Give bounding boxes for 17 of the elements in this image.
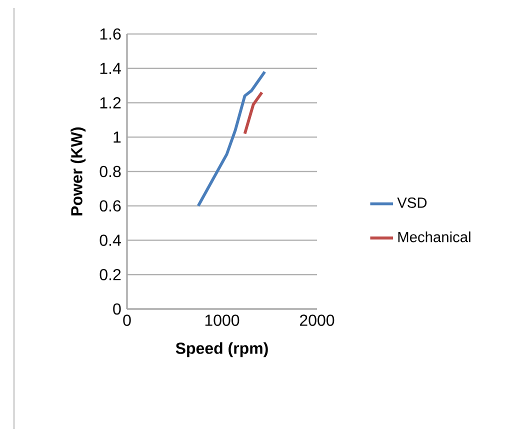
- x-tick-label: 1000: [205, 314, 240, 326]
- y-tick-label: 1.6: [100, 28, 121, 40]
- y-tick-label: 0.8: [100, 166, 121, 178]
- x-axis-title: Speed (rpm): [176, 342, 268, 358]
- y-tick-label: 1.2: [100, 97, 121, 109]
- y-tick-label: 0: [113, 304, 121, 315]
- legend-label: VSD: [397, 198, 427, 208]
- y-tick-label: 0.4: [100, 234, 121, 246]
- y-tick-label: 0.2: [100, 269, 121, 281]
- y-tick-label: 1.4: [100, 63, 121, 74]
- y-tick-label: 0.6: [100, 200, 121, 212]
- y-axis-title: Power (KW): [70, 128, 86, 216]
- x-tick-label: 0: [123, 314, 131, 326]
- y-tick-label: 1: [114, 132, 121, 143]
- line-series: [196, 70, 266, 208]
- x-tick-label: 2000: [300, 314, 334, 326]
- legend-label: Mechanical: [398, 232, 470, 242]
